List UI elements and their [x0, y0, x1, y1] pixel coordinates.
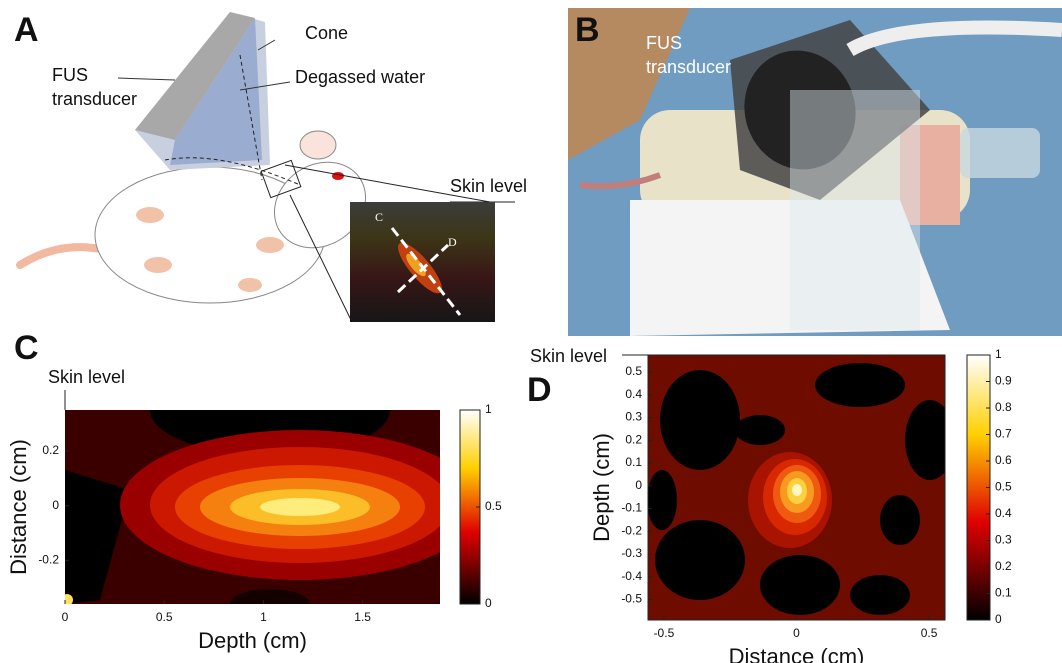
panel-label: C [14, 329, 39, 367]
annotation: Skin level [450, 176, 527, 196]
x-tick-label: 1.5 [354, 610, 371, 624]
contour-fill [61, 365, 480, 619]
figure: A Cone FUStransducer Degassed water Skin… [0, 0, 1062, 663]
colorbar-tick-label: 0.9 [995, 374, 1012, 388]
y-tick-label: 0 [52, 498, 59, 512]
colorbar-tick-label: 0 [485, 596, 492, 610]
y-tick-label: 0.3 [625, 410, 642, 424]
inset-label: D [448, 235, 457, 249]
x-tick-label: 0.5 [156, 610, 173, 624]
illustration-a [20, 12, 515, 322]
y-tick-label: -0.2 [38, 552, 59, 566]
colorbar-tick-label: 0.4 [995, 506, 1012, 520]
colorbar-tick-label: 1 [995, 347, 1002, 361]
panel-label: D [527, 371, 552, 409]
panel-label: B [575, 11, 600, 49]
page: {"panels": { "a": {"label": "A", "cone":… [0, 0, 1062, 663]
x-tick-label: 0 [62, 610, 69, 624]
colorbar-tick-label: 0.5 [995, 480, 1012, 494]
photo-b [568, 8, 1062, 336]
colorbar-tick-label: 0.3 [995, 533, 1012, 547]
y-tick-label: -0.5 [621, 592, 642, 606]
colorbar-tick-label: 0.6 [995, 453, 1012, 467]
x-tick-label: 0 [793, 626, 800, 640]
y-tick-label: -0.3 [621, 546, 642, 560]
y-tick-label: -0.1 [621, 501, 642, 515]
colorbar-tick-label: 0.7 [995, 427, 1012, 441]
y-tick-label: 0.1 [625, 455, 642, 469]
x-axis-label: Depth (cm) [198, 628, 307, 653]
y-axis-label: Depth (cm) [589, 433, 614, 542]
colorbar-tick-label: 1 [485, 402, 492, 416]
y-axis-label: Distance (cm) [6, 439, 31, 575]
y-tick-label: 0.2 [42, 443, 59, 457]
inset-label: C [375, 210, 383, 224]
colorbar-tick-label: 0 [995, 612, 1002, 626]
y-tick-label: 0 [635, 478, 642, 492]
x-tick-label: 0.5 [921, 626, 938, 640]
y-tick-label: 0.4 [625, 387, 642, 401]
x-axis-label: Distance (cm) [729, 644, 865, 663]
y-tick-label: 0.2 [625, 432, 642, 446]
x-tick-label: -0.5 [654, 626, 675, 640]
annotation: Skin level [530, 346, 607, 366]
colorbar-tick-label: 0.2 [995, 559, 1012, 573]
colorbar-tick-label: 0.1 [995, 586, 1012, 600]
y-tick-label: -0.2 [621, 523, 642, 537]
y-tick-label: 0.5 [625, 364, 642, 378]
contour-fill [647, 355, 955, 620]
y-tick-label: -0.4 [621, 569, 642, 583]
panel-label: A [14, 11, 39, 49]
x-tick-label: 1 [260, 610, 267, 624]
colorbar-tick-label: 0.8 [995, 400, 1012, 414]
colorbar-tick-label: 0.5 [485, 499, 502, 513]
annotation: Skin level [48, 367, 125, 387]
annotation: Degassed water [295, 67, 425, 87]
annotation: Cone [305, 23, 348, 43]
